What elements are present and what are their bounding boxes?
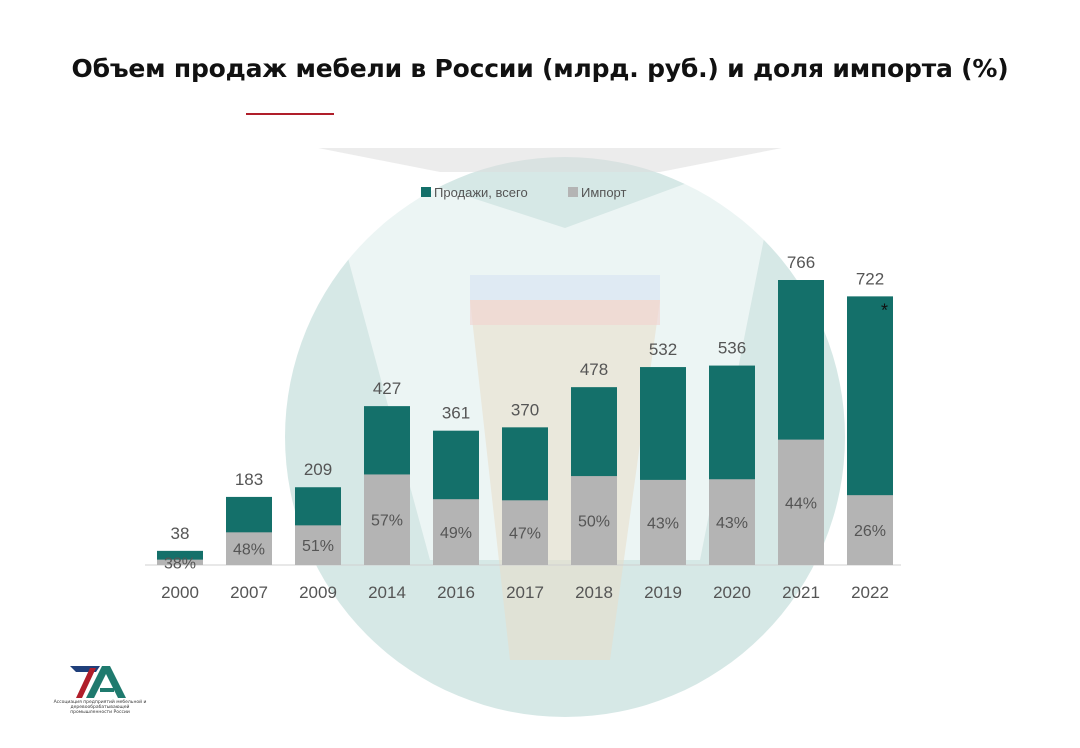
- page-title: Объем продаж мебели в России (млрд. руб.…: [71, 54, 1009, 83]
- value-label-2022: 722: [856, 269, 884, 288]
- bar-import-2022: [847, 495, 893, 565]
- share-label-2020: 43%: [716, 515, 748, 532]
- title-rule: [246, 113, 334, 115]
- bar-import-2021: [778, 439, 824, 565]
- value-label-2000: 38: [171, 524, 190, 543]
- x-tick-label-2021: 2021: [782, 583, 820, 602]
- bar-import-2017: [502, 500, 548, 565]
- x-tick-label-2019: 2019: [644, 583, 682, 602]
- x-tick-label-2022: 2022: [851, 583, 889, 602]
- background-emblem: [285, 148, 845, 717]
- x-tick-label-2018: 2018: [575, 583, 613, 602]
- x-tick-label-2009: 2009: [299, 583, 337, 602]
- bars: [157, 280, 893, 565]
- share-label-2016: 49%: [440, 525, 472, 542]
- x-tick-label-2017: 2017: [506, 583, 544, 602]
- bar-import-2000: [157, 559, 203, 565]
- bar-import-2014: [364, 474, 410, 565]
- legend-swatch-sales: [421, 187, 431, 197]
- share-label-2021: 44%: [785, 495, 817, 512]
- bar-import-2007: [226, 532, 272, 565]
- value-label-2017: 370: [511, 400, 539, 419]
- logo-caption: Ассоциация предприятий мебельной и дерев…: [53, 700, 147, 715]
- value-label-2018: 478: [580, 360, 608, 379]
- value-label-2016: 361: [442, 404, 470, 423]
- background-band: [318, 148, 782, 172]
- share-label-2018: 50%: [578, 514, 610, 531]
- share-label-2000: 38%: [164, 555, 196, 572]
- bar-import-2018: [571, 476, 617, 565]
- logo-crossbar: [100, 688, 114, 692]
- legend: Продажи, всего Импорт: [421, 185, 626, 200]
- share-label-2022: 26%: [854, 523, 886, 540]
- value-label-2021: 766: [787, 253, 815, 272]
- bar-import-2009: [295, 525, 341, 565]
- share-label-2017: 47%: [509, 526, 541, 543]
- x-tick-label-2016: 2016: [437, 583, 475, 602]
- value-label-2019: 532: [649, 340, 677, 359]
- bar-import-2020: [709, 479, 755, 565]
- value-label-2007: 183: [235, 470, 263, 489]
- legend-label-import: Импорт: [581, 185, 626, 200]
- share-label-2009: 51%: [302, 538, 334, 555]
- legend-swatch-import: [568, 187, 578, 197]
- association-logo: [70, 666, 126, 698]
- bar-import-2016: [433, 499, 479, 565]
- labels: 38 38% 2000 183 48% 2007 209 51% 2009 427 57% 2014 3…: [161, 253, 889, 602]
- legend-label-sales: Продажи, всего: [434, 185, 528, 200]
- value-label-2014: 427: [373, 379, 401, 398]
- logo-stroke-red: [76, 668, 96, 698]
- annotation-2022: *: [881, 300, 888, 320]
- x-tick-label-2014: 2014: [368, 583, 406, 602]
- background-flag-red: [470, 300, 660, 325]
- x-tick-label-2007: 2007: [230, 583, 268, 602]
- share-label-2014: 57%: [371, 513, 403, 530]
- x-tick-label-2000: 2000: [161, 583, 199, 602]
- value-label-2009: 209: [304, 460, 332, 479]
- x-tick-label-2020: 2020: [713, 583, 751, 602]
- value-label-2020: 536: [718, 339, 746, 358]
- share-label-2019: 43%: [647, 515, 679, 532]
- share-label-2007: 48%: [233, 542, 265, 559]
- bar-import-2019: [640, 479, 686, 565]
- background-flag-blue: [470, 275, 660, 300]
- logo-letter-a: [86, 666, 126, 698]
